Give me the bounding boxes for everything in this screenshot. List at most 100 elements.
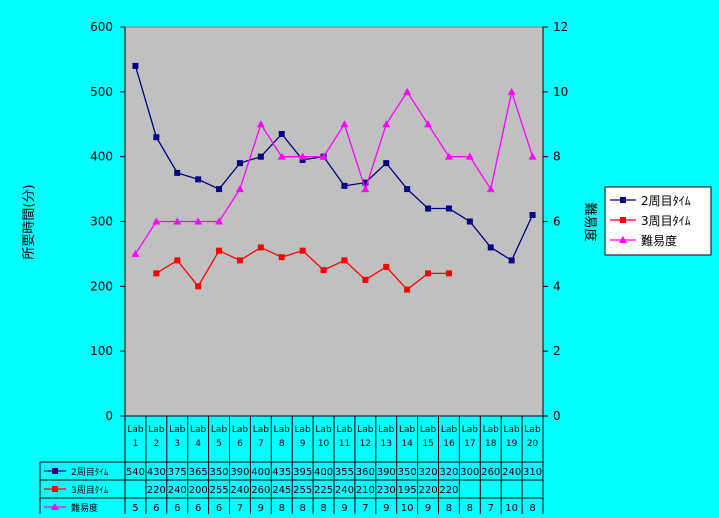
y-tick-label-left: 200 (90, 279, 113, 293)
x-tick-label-part: 6 (237, 439, 243, 449)
x-tick-label-part: Lab (524, 425, 541, 435)
x-tick-label-part: 12 (360, 439, 371, 449)
data-point (152, 217, 161, 225)
data-point (132, 62, 139, 69)
data-point (236, 160, 243, 167)
table-cell-value: 10 (401, 503, 414, 514)
x-tick-label-part: 16 (443, 439, 455, 449)
table-cell-value: 5 (132, 503, 138, 514)
table-cell-value: 9 (383, 503, 389, 514)
x-tick-label: Lab 9 (295, 425, 312, 449)
data-point (425, 270, 432, 277)
x-tick-label-part: 5 (216, 439, 222, 449)
data-point (277, 152, 286, 160)
data-point (216, 247, 223, 254)
table-cell-value: 390 (230, 467, 249, 478)
y-tick-label-left: 500 (90, 85, 113, 99)
x-tick-label-part: Lab (148, 425, 165, 435)
table-cell-value: 9 (341, 503, 347, 514)
x-tick-label: Lab 3 (169, 425, 186, 449)
table-cell-value: 9 (258, 503, 264, 514)
table-cell-value: 540 (126, 467, 145, 478)
table-cell-value: 365 (189, 467, 208, 478)
data-point (153, 134, 160, 141)
x-tick-label-part: Lab (127, 425, 144, 435)
table-cell-value: 245 (272, 485, 291, 496)
data-point (299, 247, 306, 254)
table-cell-value: 8 (279, 503, 285, 514)
table-cell-value: 395 (293, 467, 312, 478)
x-tick-label-part: Lab (420, 425, 437, 435)
x-tick-label-part: 11 (339, 439, 350, 449)
table-cell-value: 390 (377, 467, 396, 478)
x-tick-label-part: 14 (401, 439, 413, 449)
table-cell-value: 320 (419, 467, 438, 478)
table-cell-value: 400 (314, 467, 333, 478)
x-tick-label: Lab 10 (315, 425, 332, 449)
data-point (320, 267, 327, 274)
data-point (52, 486, 58, 492)
table-cell-value: 355 (335, 467, 354, 478)
data-point (236, 257, 243, 264)
y-tick-label-left: 600 (90, 20, 113, 34)
data-point (383, 263, 390, 270)
y-tick-label-right: 4 (553, 279, 561, 293)
table-series-name: 難易度 (71, 502, 98, 514)
data-point (425, 205, 432, 212)
table-cell-value: 255 (293, 485, 312, 496)
data-point (404, 186, 411, 193)
x-tick-label-part: 13 (381, 439, 392, 449)
x-tick-label: Lab 1 (127, 425, 144, 449)
table-cell-value: 225 (314, 485, 333, 496)
x-tick-label-part: 10 (318, 439, 330, 449)
data-point (174, 169, 181, 176)
x-tick-label-part: 4 (195, 439, 201, 449)
data-point (194, 217, 203, 225)
x-tick-label-part: 17 (464, 439, 475, 449)
x-tick-label-part: Lab (190, 425, 207, 435)
data-point (403, 87, 412, 95)
table-cell-value: 8 (446, 503, 452, 514)
x-tick-label-part: Lab (211, 425, 228, 435)
x-tick-label: Lab 15 (420, 425, 437, 449)
table-cell-value: 10 (505, 503, 518, 514)
x-tick-label: Lab 11 (336, 425, 353, 449)
x-tick-label-part: Lab (441, 425, 458, 435)
x-tick-label-part: Lab (295, 425, 312, 435)
table-cell-value: 300 (460, 467, 479, 478)
x-tick-label-part: 7 (258, 439, 264, 449)
data-point (508, 257, 515, 264)
x-tick-label: Lab 7 (253, 425, 270, 449)
table-cell-value: 240 (168, 485, 187, 496)
y-tick-label-left: 300 (90, 215, 113, 229)
x-tick-label: Lab 4 (190, 425, 207, 449)
table-cell-value: 6 (174, 503, 180, 514)
table-cell-value: 240 (335, 485, 354, 496)
data-point (153, 270, 160, 277)
data-point (466, 218, 473, 225)
data-point (299, 156, 306, 163)
series-line (134, 65, 534, 262)
data-point (278, 130, 285, 137)
table-cell-value: 220 (419, 485, 438, 496)
x-tick-label-part: Lab (274, 425, 291, 435)
legend-label: 難易度 (641, 233, 677, 248)
data-point (319, 152, 328, 160)
table-cell-value: 9 (425, 503, 431, 514)
x-tick-label: Lab 5 (211, 425, 228, 449)
data-point (619, 236, 627, 243)
table-cell-value: 230 (377, 485, 396, 496)
data-point (445, 205, 452, 212)
x-tick-label-part: 20 (527, 439, 539, 449)
x-tick-label-part: 2 (153, 439, 159, 449)
table-series-name: 3周目ﾀｲﾑ (71, 485, 109, 496)
data-point (52, 468, 58, 474)
data-point (620, 197, 626, 203)
x-tick-label-part: Lab (483, 425, 500, 435)
data-point (257, 244, 264, 251)
table-cell-value: 220 (439, 485, 458, 496)
y-tick-label-left: 0 (105, 409, 113, 423)
series-line (134, 89, 534, 255)
y-axis-title: 所要時間(分) (22, 184, 37, 259)
